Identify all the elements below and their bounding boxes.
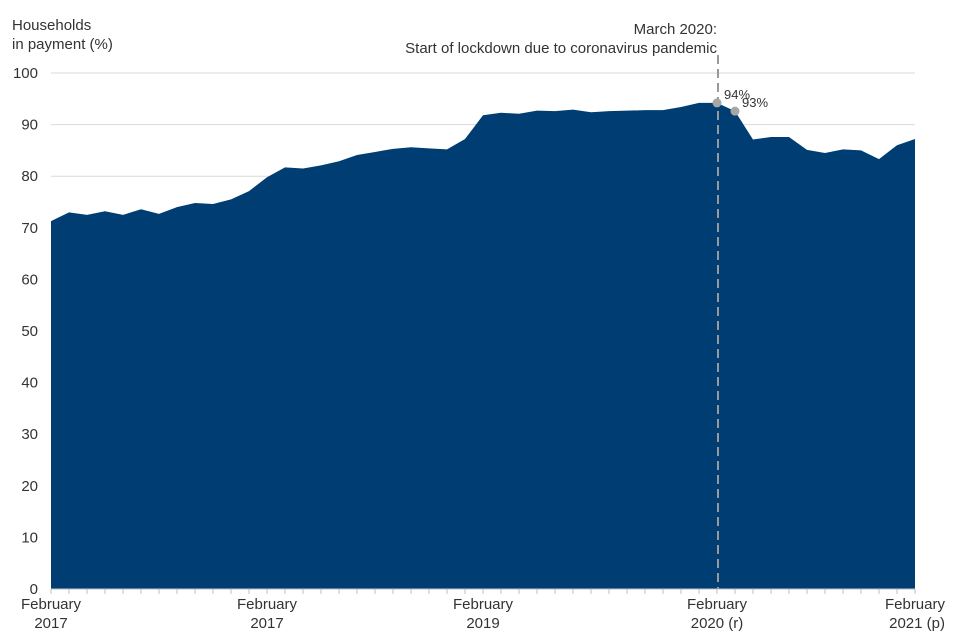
x-tick-label: February: [885, 596, 946, 613]
x-tick-label: 2021 (p): [889, 615, 945, 632]
y-axis-title-line-2: in payment (%): [12, 36, 113, 53]
area-series: [51, 102, 915, 590]
y-tick-label-40: 40: [21, 375, 38, 392]
y-tick-label-100: 100: [13, 65, 38, 82]
y-tick-label-80: 80: [21, 168, 38, 185]
lockdown-annotation-title: March 2020:: [634, 21, 717, 38]
x-tick-label: 2017: [250, 615, 283, 632]
x-tick-label: February: [237, 596, 298, 613]
annotation-point: [730, 106, 740, 116]
y-axis-tick-labels: 0 10 20 30 40 50 60 70 80 90 100: [13, 65, 38, 598]
y-tick-label-10: 10: [21, 529, 38, 546]
x-axis-minor-ticks: [50, 589, 916, 594]
y-tick-label-0: 0: [30, 581, 38, 598]
x-tick-label: February: [687, 596, 748, 613]
y-tick-label-30: 30: [21, 426, 38, 443]
y-tick-label-50: 50: [21, 323, 38, 340]
annotation-point: [712, 98, 722, 108]
y-tick-label-70: 70: [21, 220, 38, 237]
x-tick-label: 2019: [466, 615, 499, 632]
x-tick-label: February: [453, 596, 514, 613]
annotation-point-label: 93%: [742, 95, 768, 110]
x-axis-tick-labels: February 2017 February 2017 February 2019 Febr…: [21, 596, 946, 632]
annotation-point-label: 94%: [724, 87, 750, 102]
y-axis-title-line-1: Households: [12, 17, 91, 34]
x-tick-label: February: [21, 596, 82, 613]
x-tick-label: 2017: [34, 615, 67, 632]
x-tick-label: 2020 (r): [691, 615, 744, 632]
lockdown-annotation-subtitle: Start of lockdown due to coronavirus pan…: [405, 40, 717, 57]
y-tick-label-60: 60: [21, 271, 38, 288]
annotation-markers: 94%93%: [712, 87, 768, 116]
y-tick-label-20: 20: [21, 478, 38, 495]
y-tick-label-90: 90: [21, 117, 38, 134]
